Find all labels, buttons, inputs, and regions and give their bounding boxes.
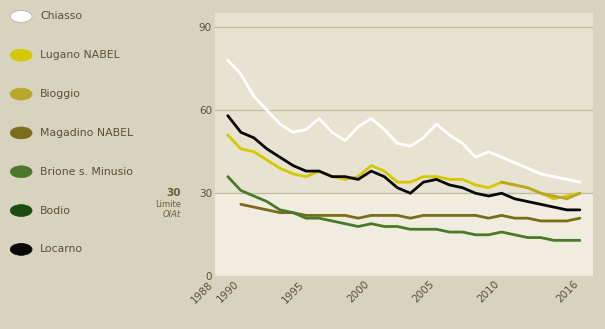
Text: Magadino NABEL: Magadino NABEL [40, 128, 133, 138]
Bar [215, 193, 593, 276]
Text: Chiasso: Chiasso [40, 12, 82, 21]
Text: Brione s. Minusio: Brione s. Minusio [40, 167, 133, 177]
Text: Lugano NABEL: Lugano NABEL [40, 50, 120, 60]
Text: Limite: Limite [155, 200, 181, 209]
Text: Bodio: Bodio [40, 206, 71, 215]
Text: Bioggio: Bioggio [40, 89, 81, 99]
Text: OIAt: OIAt [163, 210, 181, 218]
Text: Locarno: Locarno [40, 244, 83, 254]
Text: 30: 30 [166, 188, 181, 198]
